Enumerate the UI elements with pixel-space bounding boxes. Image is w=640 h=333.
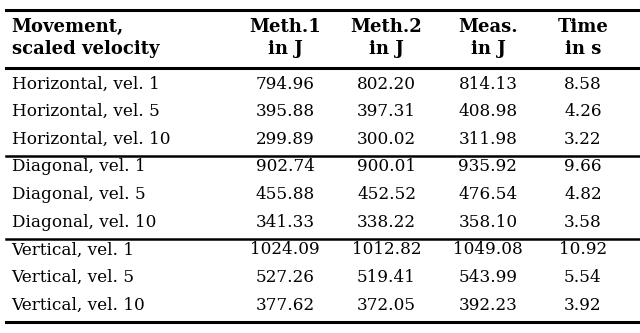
Text: 455.88: 455.88 <box>255 186 315 203</box>
Text: 397.31: 397.31 <box>357 103 416 120</box>
Text: 543.99: 543.99 <box>458 269 517 286</box>
Text: Vertical, vel. 10: Vertical, vel. 10 <box>12 297 145 314</box>
Text: Diagonal, vel. 10: Diagonal, vel. 10 <box>12 214 156 231</box>
Text: Horizontal, vel. 1: Horizontal, vel. 1 <box>12 76 159 93</box>
Text: Meth.1: Meth.1 <box>250 18 321 36</box>
Text: 814.13: 814.13 <box>458 76 517 93</box>
Text: in J: in J <box>470 40 506 58</box>
Text: in J: in J <box>268 40 303 58</box>
Text: 5.54: 5.54 <box>564 269 602 286</box>
Text: in s: in s <box>564 40 601 58</box>
Text: 3.58: 3.58 <box>564 214 602 231</box>
Text: 476.54: 476.54 <box>458 186 518 203</box>
Text: Movement,: Movement, <box>12 18 124 36</box>
Text: 372.05: 372.05 <box>357 297 416 314</box>
Text: 4.26: 4.26 <box>564 103 602 120</box>
Text: 377.62: 377.62 <box>255 297 315 314</box>
Text: 338.22: 338.22 <box>357 214 416 231</box>
Text: 8.58: 8.58 <box>564 76 602 93</box>
Text: 519.41: 519.41 <box>357 269 416 286</box>
Text: 300.02: 300.02 <box>357 131 416 148</box>
Text: 802.20: 802.20 <box>357 76 416 93</box>
Text: 935.92: 935.92 <box>458 159 517 175</box>
Text: 4.82: 4.82 <box>564 186 602 203</box>
Text: scaled velocity: scaled velocity <box>12 40 159 58</box>
Text: Horizontal, vel. 5: Horizontal, vel. 5 <box>12 103 159 120</box>
Text: 1024.09: 1024.09 <box>250 241 320 258</box>
Text: 902.74: 902.74 <box>256 159 315 175</box>
Text: 900.01: 900.01 <box>357 159 416 175</box>
Text: Diagonal, vel. 5: Diagonal, vel. 5 <box>12 186 145 203</box>
Text: Diagonal, vel. 1: Diagonal, vel. 1 <box>12 159 145 175</box>
Text: 3.92: 3.92 <box>564 297 602 314</box>
Text: Time: Time <box>557 18 609 36</box>
Text: 392.23: 392.23 <box>458 297 517 314</box>
Text: Horizontal, vel. 10: Horizontal, vel. 10 <box>12 131 170 148</box>
Text: 408.98: 408.98 <box>458 103 518 120</box>
Text: 299.89: 299.89 <box>256 131 314 148</box>
Text: Vertical, vel. 1: Vertical, vel. 1 <box>12 241 134 258</box>
Text: Meas.: Meas. <box>458 18 518 36</box>
Text: 1049.08: 1049.08 <box>453 241 523 258</box>
Text: 794.96: 794.96 <box>256 76 315 93</box>
Text: Vertical, vel. 5: Vertical, vel. 5 <box>12 269 134 286</box>
Text: 395.88: 395.88 <box>255 103 315 120</box>
Text: 3.22: 3.22 <box>564 131 602 148</box>
Text: 527.26: 527.26 <box>256 269 315 286</box>
Text: 341.33: 341.33 <box>255 214 315 231</box>
Text: 10.92: 10.92 <box>559 241 607 258</box>
Text: 9.66: 9.66 <box>564 159 602 175</box>
Text: Meth.2: Meth.2 <box>351 18 422 36</box>
Text: 311.98: 311.98 <box>458 131 517 148</box>
Text: 1012.82: 1012.82 <box>352 241 421 258</box>
Text: in J: in J <box>369 40 404 58</box>
Text: 358.10: 358.10 <box>458 214 518 231</box>
Text: 452.52: 452.52 <box>357 186 416 203</box>
